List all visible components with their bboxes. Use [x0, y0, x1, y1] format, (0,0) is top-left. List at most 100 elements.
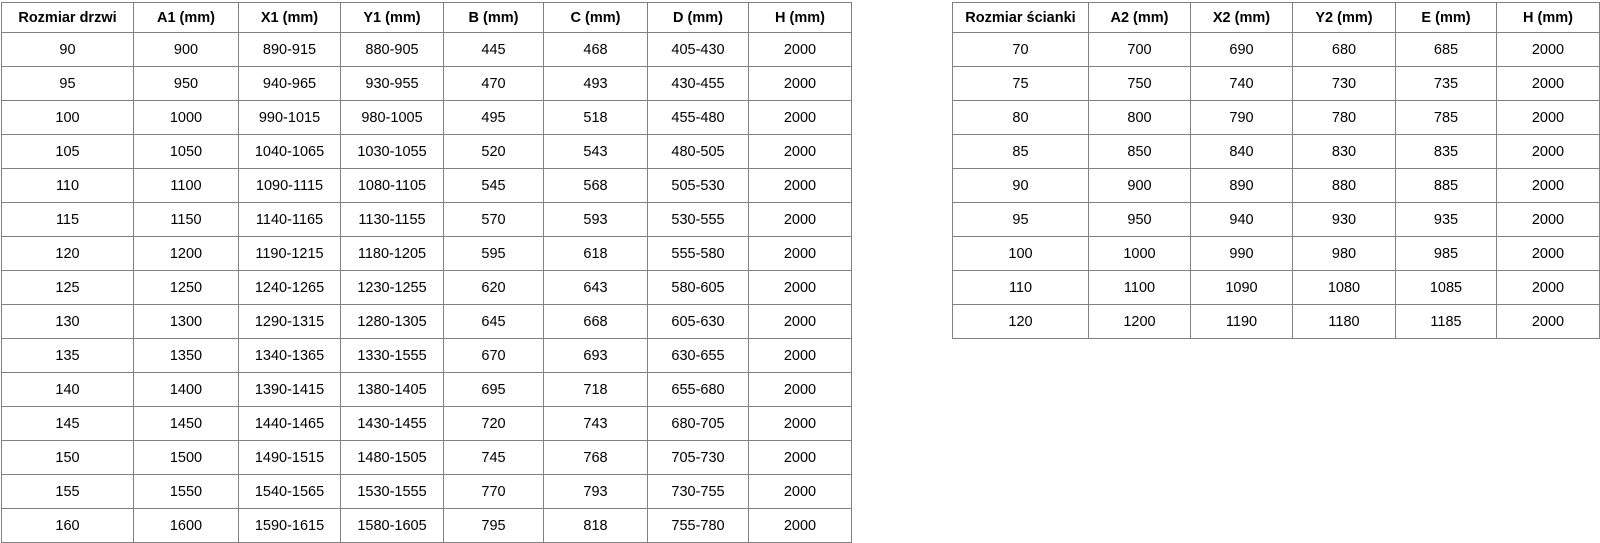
table-cell: 935: [1395, 202, 1497, 237]
table-cell: 2000: [748, 66, 852, 101]
table-cell: 1490-1515: [238, 440, 341, 475]
row-size-cell: 130: [1, 304, 134, 339]
table-row: 115 1150 1140-1165 1130-1155 570 593 530-555 20…: [1, 202, 852, 237]
table-cell: 990: [1190, 236, 1293, 271]
table-cell: 2000: [1496, 270, 1600, 305]
table-cell: 530-555: [647, 202, 749, 237]
table-cell: 1030-1055: [340, 134, 444, 169]
table-cell: 1280-1305: [340, 304, 444, 339]
table-row: 110 1100 1090 1080 1085 2000: [952, 270, 1600, 305]
row-size-cell: 125: [1, 270, 134, 305]
table-cell: 2000: [748, 168, 852, 203]
table-cell: 680-705: [647, 406, 749, 441]
table-cell: 468: [543, 32, 648, 67]
table-row: 105 1050 1040-1065 1030-1055 520 543 480-505 20…: [1, 134, 852, 169]
table-cell: 568: [543, 168, 648, 203]
table-row: 155 1550 1540-1565 1530-1555 770 793 730-755 20…: [1, 474, 852, 509]
table-cell: 1540-1565: [238, 474, 341, 509]
table-cell: 790: [1190, 100, 1293, 135]
row-size-cell: 95: [1, 66, 134, 101]
table-cell: 1080-1105: [340, 168, 444, 203]
table-cell: 950: [1088, 202, 1191, 237]
row-size-cell: 135: [1, 338, 134, 373]
table-cell: 1090-1115: [238, 168, 341, 203]
column-header: A2 (mm): [1088, 2, 1191, 33]
table-cell: 1100: [1088, 270, 1191, 305]
row-size-cell: 110: [952, 270, 1089, 305]
table-row: 130 1300 1290-1315 1280-1305 645 668 605-630 20…: [1, 304, 852, 339]
table-cell: 1000: [133, 100, 239, 135]
table-cell: 890: [1190, 168, 1293, 203]
table-cell: 2000: [1496, 202, 1600, 237]
column-header: Y2 (mm): [1292, 2, 1396, 33]
table-cell: 840: [1190, 134, 1293, 169]
table-cell: 2000: [1496, 236, 1600, 271]
table-cell: 1180: [1292, 304, 1396, 339]
table-cell: 850: [1088, 134, 1191, 169]
table-cell: 1180-1205: [340, 236, 444, 271]
table-cell: 580-605: [647, 270, 749, 305]
table-cell: 2000: [748, 236, 852, 271]
table-cell: 685: [1395, 32, 1497, 67]
table-cell: 743: [543, 406, 648, 441]
table-cell: 793: [543, 474, 648, 509]
table-cell: 655-680: [647, 372, 749, 407]
row-size-cell: 120: [952, 304, 1089, 339]
column-header: C (mm): [543, 2, 648, 33]
column-header: B (mm): [443, 2, 544, 33]
table-row: 95 950 940 930 935 2000: [952, 202, 1600, 237]
table-cell: 768: [543, 440, 648, 475]
row-size-cell: 70: [952, 32, 1089, 67]
table-row: 90 900 890-915 880-905 445 468 405-430 2000: [1, 32, 852, 67]
table-cell: 1140-1165: [238, 202, 341, 237]
table-cell: 705-730: [647, 440, 749, 475]
table-cell: 695: [443, 372, 544, 407]
door-table-body: 90 900 890-915 880-905 445 468 405-430 2000 95 95…: [1, 32, 852, 543]
column-header: Rozmiar drzwi: [1, 2, 134, 33]
table-cell: 493: [543, 66, 648, 101]
table-cell: 730-755: [647, 474, 749, 509]
table-cell: 2000: [748, 32, 852, 67]
table-cell: 980-1005: [340, 100, 444, 135]
row-size-cell: 90: [1, 32, 134, 67]
row-size-cell: 75: [952, 66, 1089, 101]
table-cell: 835: [1395, 134, 1497, 169]
table-cell: 2000: [748, 202, 852, 237]
table-cell: 885: [1395, 168, 1497, 203]
table-cell: 1340-1365: [238, 338, 341, 373]
table-cell: 800: [1088, 100, 1191, 135]
column-header: H (mm): [748, 2, 852, 33]
table-cell: 1550: [133, 474, 239, 509]
table-cell: 1150: [133, 202, 239, 237]
table-cell: 670: [443, 338, 544, 373]
table-cell: 1040-1065: [238, 134, 341, 169]
row-size-cell: 120: [1, 236, 134, 271]
table-cell: 1480-1505: [340, 440, 444, 475]
table-cell: 900: [1088, 168, 1191, 203]
table-cell: 593: [543, 202, 648, 237]
table-cell: 930-955: [340, 66, 444, 101]
table-cell: 740: [1190, 66, 1293, 101]
table-cell: 2000: [748, 338, 852, 373]
table-cell: 1500: [133, 440, 239, 475]
table-cell: 2000: [748, 474, 852, 509]
table-cell: 700: [1088, 32, 1191, 67]
table-cell: 1085: [1395, 270, 1497, 305]
table-cell: 2000: [748, 406, 852, 441]
table-cell: 668: [543, 304, 648, 339]
table-cell: 890-915: [238, 32, 341, 67]
row-size-cell: 105: [1, 134, 134, 169]
table-cell: 1200: [133, 236, 239, 271]
table-cell: 880: [1292, 168, 1396, 203]
table-cell: 455-480: [647, 100, 749, 135]
table-cell: 1000: [1088, 236, 1191, 271]
table-row: 100 1000 990 980 985 2000: [952, 236, 1600, 271]
table-cell: 2000: [1496, 66, 1600, 101]
table-cell: 405-430: [647, 32, 749, 67]
table-header-row: Rozmiar ścianki A2 (mm) X2 (mm) Y2 (mm) E (m…: [952, 2, 1600, 33]
wall-panel-size-specification-table: Rozmiar ścianki A2 (mm) X2 (mm) Y2 (mm) E (m…: [952, 2, 1600, 339]
table-cell: 1200: [1088, 304, 1191, 339]
column-header: X1 (mm): [238, 2, 341, 33]
table-cell: 1450: [133, 406, 239, 441]
table-cell: 1130-1155: [340, 202, 444, 237]
